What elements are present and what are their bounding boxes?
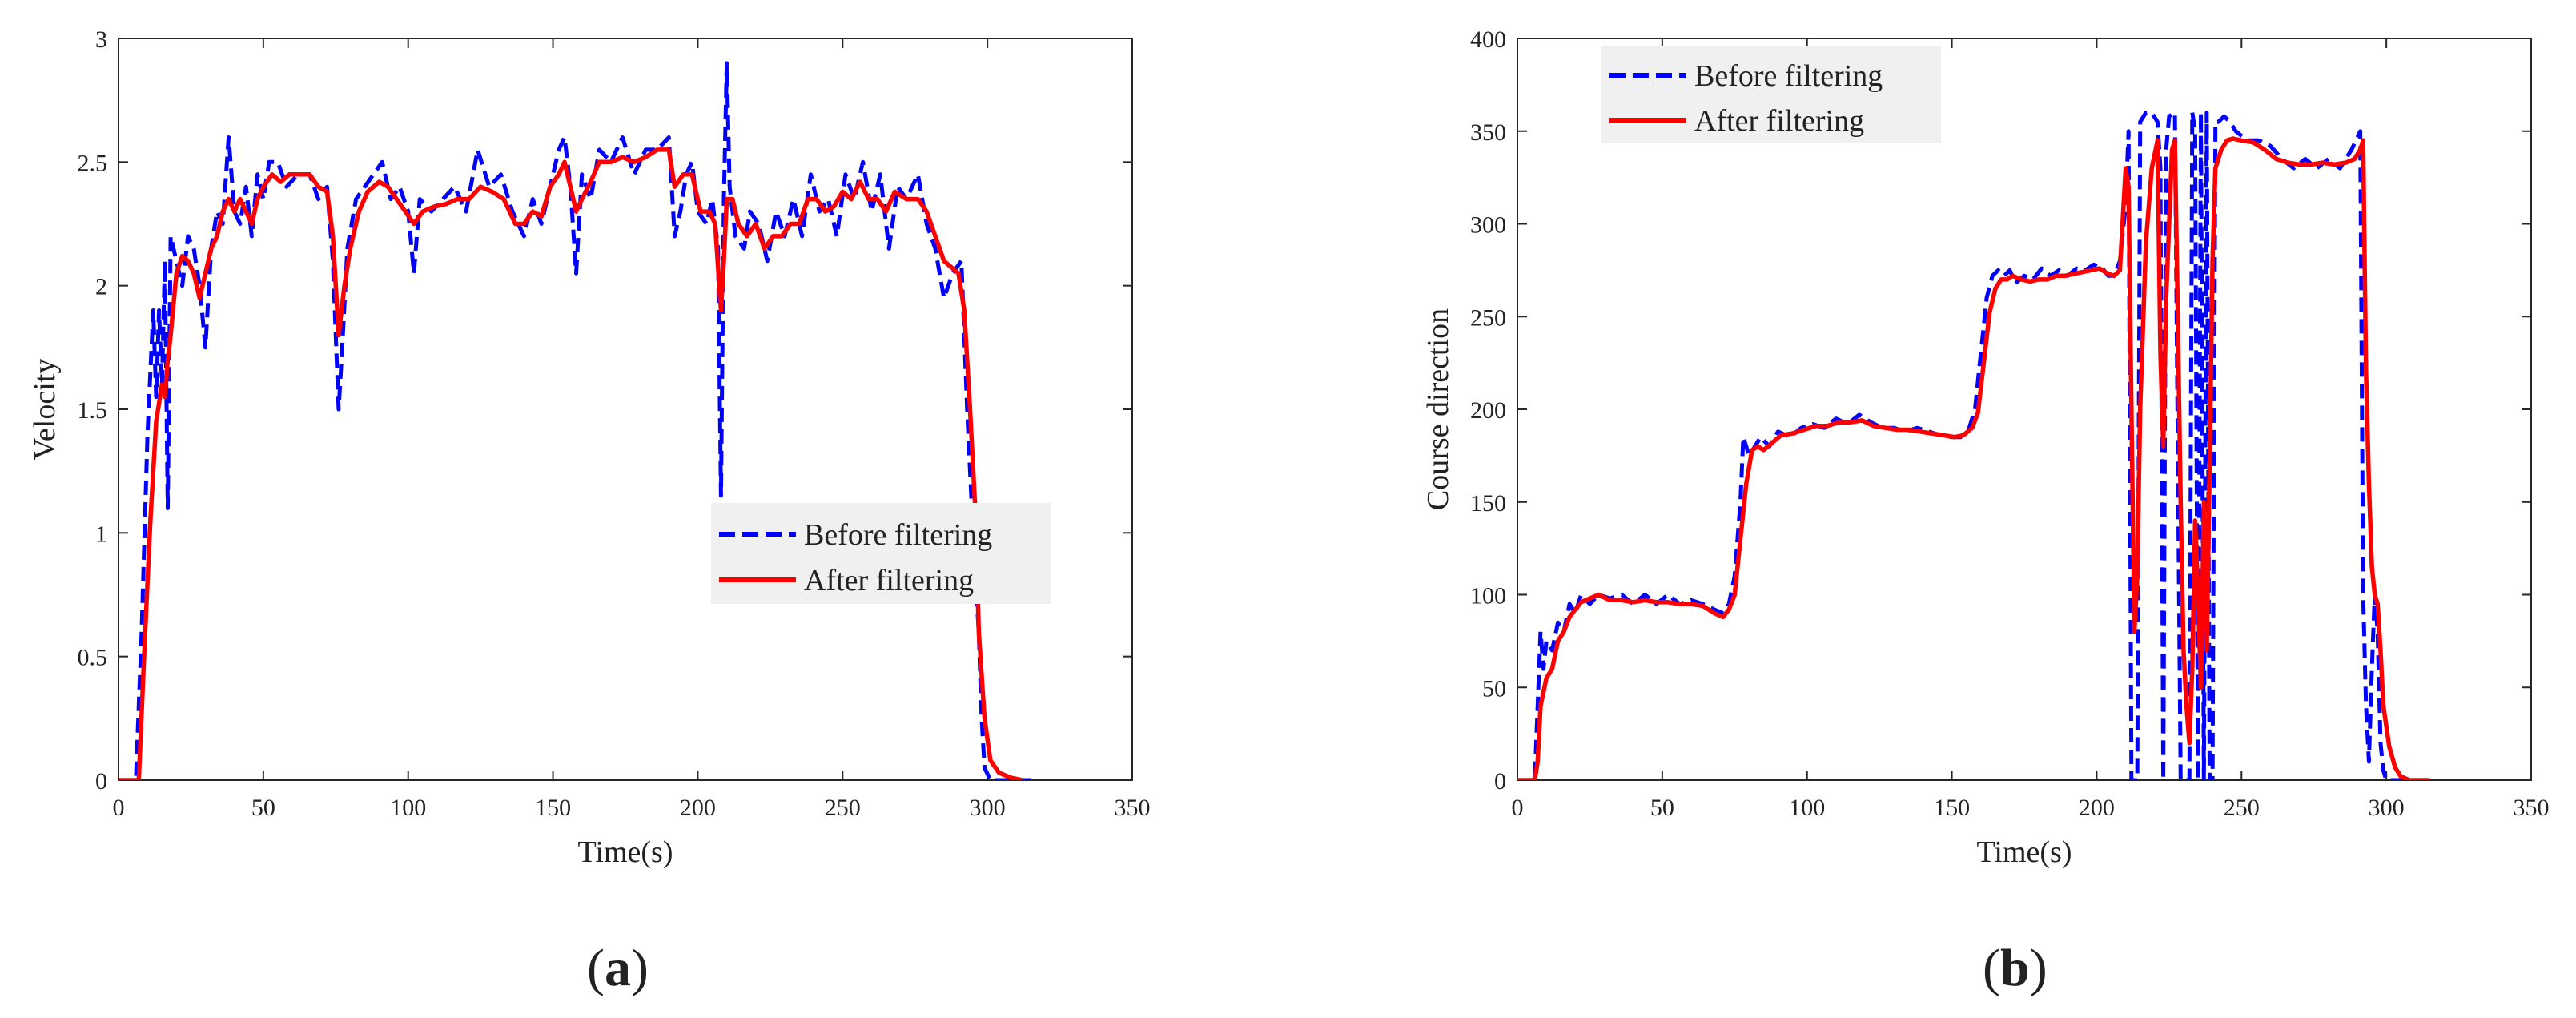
x-tick-label-a-1: 50 <box>251 795 275 821</box>
series-lines-a <box>119 61 1031 780</box>
series-line-a-after <box>119 147 1023 780</box>
y-axis-label-b: Course direction <box>1421 308 1455 510</box>
y-tick-label-b-7: 350 <box>1470 119 1506 146</box>
x-tick-label-a-7: 350 <box>1115 795 1151 821</box>
y-tick-label-b-6: 300 <box>1470 212 1506 239</box>
legend-box-a <box>711 503 1051 604</box>
series-line-a-before <box>119 61 1031 780</box>
panel-label-a: (a) <box>587 939 649 997</box>
y-tick-label-a-6: 3 <box>95 26 107 53</box>
x-tick-label-a-4: 200 <box>680 795 716 821</box>
x-tick-label-a-0: 0 <box>113 795 125 821</box>
y-tick-label-b-0: 0 <box>1494 768 1506 795</box>
panel-letter-a: a <box>605 939 631 997</box>
series-lines-b <box>1517 111 2430 780</box>
x-tick-label-a-3: 150 <box>535 795 571 821</box>
axis-ticks-a: 0 50 100 150 200 250 300 350 0 0.5 1 1.5 2 2.5 3 <box>78 26 1151 821</box>
y-tick-label-a-0: 0 <box>95 768 107 795</box>
x-tick-label-b-3: 150 <box>1934 795 1970 821</box>
axis-ticks-b: 0 50 100 150 200 250 300 350 0 50 100 150 200 250 300 3… <box>1470 26 2550 821</box>
y-tick-label-b-5: 250 <box>1470 304 1506 331</box>
y-tick-label-b-2: 100 <box>1470 583 1506 610</box>
chart-panel-a: 0 50 100 150 200 250 300 350 0 0.5 1 1.5 2 2.5 3 Time(… <box>28 26 1151 997</box>
x-tick-label-a-5: 250 <box>825 795 861 821</box>
x-tick-label-b-2: 100 <box>1789 795 1825 821</box>
y-tick-label-a-4: 2 <box>95 274 107 300</box>
legend-label-before-a: Before filtering <box>804 518 992 552</box>
panel-letter-b: b <box>2000 939 2030 997</box>
x-tick-label-b-5: 250 <box>2224 795 2260 821</box>
x-tick-label-b-6: 300 <box>2369 795 2405 821</box>
legend-box-b <box>1601 46 1941 143</box>
x-tick-label-a-2: 100 <box>390 795 426 821</box>
chart-panel-b: 0 50 100 150 200 250 300 350 0 50 100 150 200 250 300 3… <box>1421 26 2550 997</box>
y-axis-label-a: Velocity <box>28 359 62 461</box>
legend-label-before-b: Before filtering <box>1694 59 1883 93</box>
y-tick-label-b-4: 200 <box>1470 397 1506 424</box>
x-tick-label-b-4: 200 <box>2079 795 2115 821</box>
y-tick-label-b-8: 400 <box>1470 26 1506 53</box>
y-tick-label-b-1: 50 <box>1482 675 1506 702</box>
legend-label-after-b: After filtering <box>1694 104 1864 138</box>
x-tick-label-b-0: 0 <box>1512 795 1524 821</box>
series-line-b-after <box>1517 136 2430 780</box>
y-tick-label-a-2: 1 <box>95 521 107 547</box>
x-tick-label-a-6: 300 <box>970 795 1006 821</box>
x-tick-label-b-7: 350 <box>2514 795 2550 821</box>
x-axis-label-b: Time(s) <box>1977 835 2072 869</box>
x-axis-label-a: Time(s) <box>578 835 673 869</box>
legend-b: Before filtering After filtering <box>1601 46 1941 143</box>
y-tick-label-b-3: 150 <box>1470 490 1506 517</box>
y-tick-label-a-5: 2.5 <box>78 150 108 176</box>
panel-label-b: (b) <box>1983 939 2048 997</box>
y-tick-label-a-3: 1.5 <box>78 397 108 424</box>
legend-label-after-a: After filtering <box>804 564 974 598</box>
plot-area-a <box>118 38 1133 781</box>
y-tick-label-a-1: 0.5 <box>78 645 108 671</box>
x-tick-label-b-1: 50 <box>1650 795 1674 821</box>
legend-a: Before filtering After filtering <box>711 503 1051 604</box>
